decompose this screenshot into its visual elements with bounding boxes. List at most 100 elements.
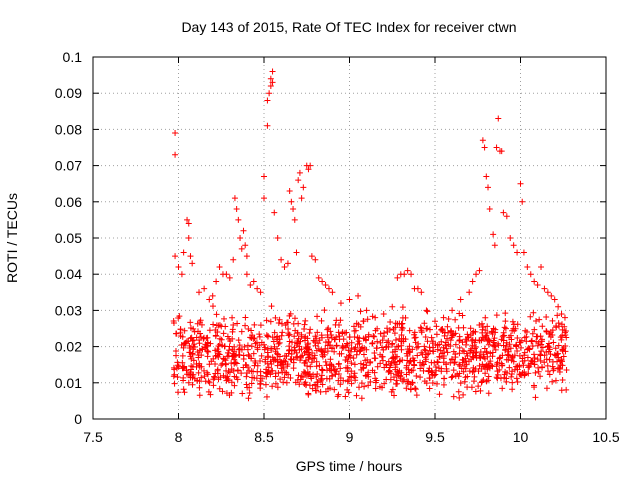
data-point [274,356,281,363]
data-point [182,340,189,347]
data-point [245,351,252,358]
data-point [180,386,187,393]
data-point [257,322,264,329]
data-point [267,358,274,365]
data-point [449,307,456,314]
data-point [177,326,184,333]
data-point [394,353,401,360]
data-point [399,378,406,385]
data-point [434,358,441,365]
data-point [501,324,508,331]
data-point [172,130,179,137]
data-point [328,335,335,342]
data-point [171,366,178,373]
data-point [408,271,415,278]
data-point [500,329,507,336]
data-point [205,348,212,355]
data-point [333,342,340,349]
data-point [490,342,497,349]
data-point [485,184,492,191]
data-point [401,271,408,278]
data-point [343,329,350,336]
data-point [519,355,526,362]
data-point [472,352,479,359]
data-point [345,377,352,384]
data-point [512,342,519,349]
data-point [302,382,309,389]
data-point [423,380,430,387]
data-point [297,354,304,361]
data-point [364,316,371,323]
data-point [537,373,544,380]
data-point [281,263,288,270]
data-point [521,352,528,359]
data-point [422,347,429,354]
data-point [471,373,478,380]
data-point [187,319,194,326]
data-point [479,137,486,144]
data-point [450,367,457,374]
data-point [537,333,544,340]
data-point [238,328,245,335]
data-point [356,340,363,347]
data-point [348,339,355,346]
data-point [294,353,301,360]
data-point [541,352,548,359]
data-point [201,285,208,292]
data-point [444,349,451,356]
data-point [339,345,346,352]
data-point [411,385,418,392]
data-point [504,351,511,358]
data-point [196,340,203,347]
data-point [390,354,397,361]
data-point [248,380,255,387]
data-point [191,343,198,350]
data-point [491,335,498,342]
data-point [286,343,293,350]
data-point [412,386,419,393]
data-point [186,342,193,349]
data-point [516,352,523,359]
data-point [447,337,454,344]
data-point [278,358,285,365]
data-point [215,343,222,350]
data-point [276,316,283,323]
y-tick-label: 0.02 [55,339,82,355]
data-point [210,321,217,328]
data-point [337,381,344,388]
data-point [405,348,412,355]
data-point [269,383,276,390]
data-point [398,331,405,338]
data-point [325,285,332,292]
data-point [379,353,386,360]
data-point [218,362,225,369]
data-point [437,347,444,354]
data-point [435,365,442,372]
data-point [452,351,459,358]
data-point [288,198,295,205]
data-point [407,381,414,388]
data-point [559,332,566,339]
data-point [478,365,485,372]
data-point [179,333,186,340]
data-point [459,312,466,319]
data-point [457,296,464,303]
data-point [251,321,258,328]
data-point [360,318,367,325]
data-point [456,337,463,344]
data-point [472,328,479,335]
data-point [483,349,490,356]
data-point [391,392,398,399]
data-point [355,338,362,345]
data-point [456,336,463,343]
data-point [471,339,478,346]
data-point [253,339,260,346]
data-point [467,325,474,332]
data-point [383,361,390,368]
grid-layer [93,57,606,419]
data-point [322,358,329,365]
data-point [210,382,217,389]
data-point [443,345,450,352]
data-point [503,343,510,350]
data-point [263,317,270,324]
